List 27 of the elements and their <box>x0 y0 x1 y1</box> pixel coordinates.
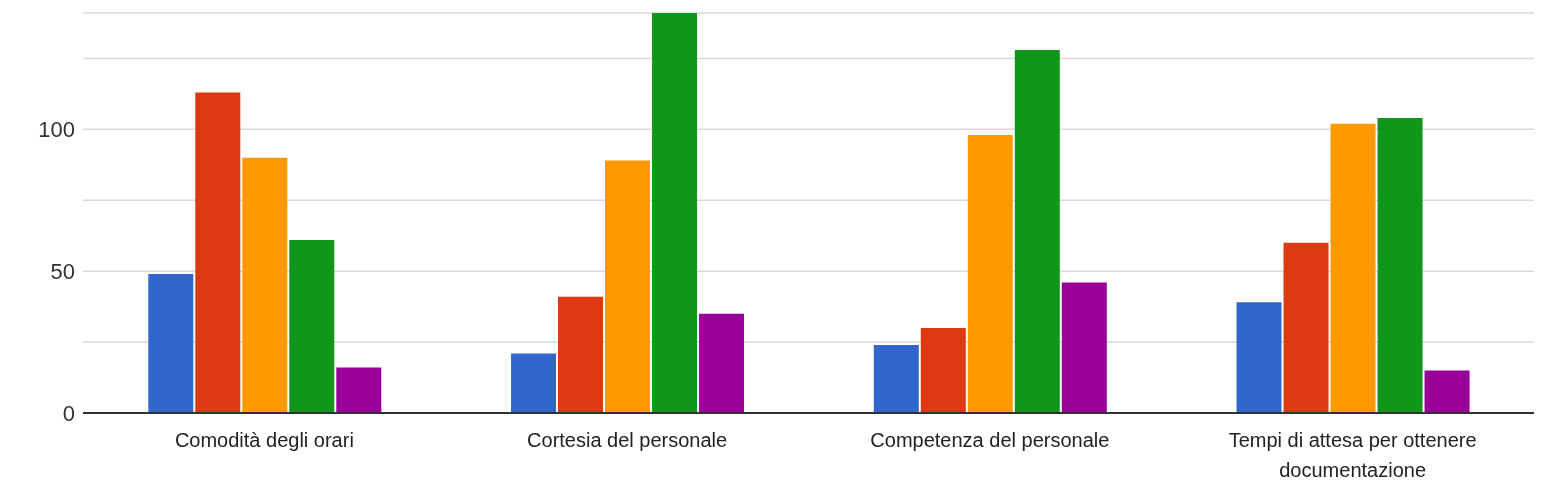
y-tick-label: 50 <box>50 258 75 284</box>
bar <box>242 157 288 413</box>
x-tick-label: Cortesia del personale <box>527 429 728 451</box>
x-tick-label: Tempi di attesa per ottenere documentazione <box>1228 429 1477 481</box>
bar <box>289 239 335 413</box>
y-tick-label: 0 <box>62 400 75 426</box>
bar <box>873 344 919 413</box>
bar <box>1377 117 1423 413</box>
bar <box>558 296 604 413</box>
bar <box>195 92 241 413</box>
bar <box>920 327 966 413</box>
bar <box>967 134 1013 413</box>
bar <box>1424 370 1470 413</box>
y-tick-label: 100 <box>38 117 75 143</box>
bar <box>1061 282 1107 413</box>
bar <box>336 367 382 413</box>
bar <box>1014 49 1060 413</box>
x-tick-label: Comodità degli orari <box>174 429 354 451</box>
bar <box>605 160 651 413</box>
bar <box>1283 242 1329 413</box>
bar <box>652 13 698 413</box>
bar <box>148 273 194 413</box>
bar <box>1236 302 1282 413</box>
bar <box>1330 123 1376 413</box>
x-tick-label: Competenza del personale <box>870 429 1110 451</box>
bar <box>699 313 745 413</box>
bar <box>511 353 557 413</box>
